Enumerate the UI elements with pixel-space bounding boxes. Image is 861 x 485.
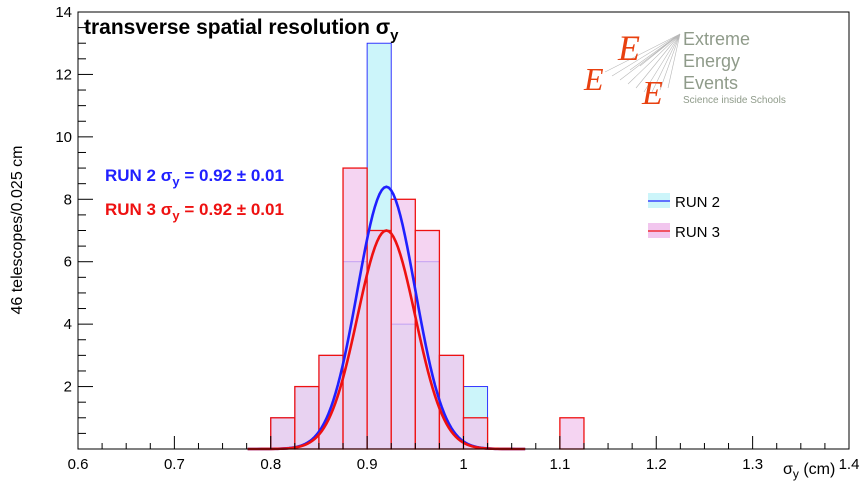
logo-rays bbox=[604, 33, 681, 93]
y-tick-label: 12 bbox=[55, 66, 72, 83]
legend: RUN 2 RUN 3 bbox=[648, 193, 720, 241]
x-tick-label: 1 bbox=[459, 456, 467, 473]
x-tick-label: 1.3 bbox=[742, 456, 763, 473]
logo-subtitle: Science inside Schools bbox=[683, 95, 786, 106]
eee-logo: E E E Extreme Energy Events Science insi… bbox=[583, 28, 786, 112]
bar-run3-2 bbox=[318, 354, 344, 450]
bar-run3-5 bbox=[390, 198, 416, 450]
bars-run3 bbox=[270, 167, 585, 450]
legend-label-run2: RUN 2 bbox=[675, 194, 720, 211]
logo-e-top: E bbox=[617, 28, 640, 68]
logo-word-events: Events bbox=[683, 73, 738, 93]
bar-run3-0 bbox=[270, 417, 296, 450]
logo-e-left: E bbox=[583, 61, 604, 97]
x-axis-ticks: 0.6 0.7 0.8 0.9 1 1.1 1.2 1.3 1.4 bbox=[68, 436, 860, 473]
legend-label-run3: RUN 3 bbox=[675, 224, 720, 241]
y-tick-label: 6 bbox=[64, 254, 72, 271]
run2-fit-label: RUN 2 σy = 0.92 ± 0.01 bbox=[105, 166, 284, 189]
chart-title: transverse spatial resolution σy bbox=[84, 16, 399, 44]
x-tick-label: 0.8 bbox=[260, 456, 281, 473]
y-axis-title: 46 telescopes/0.025 cm bbox=[9, 146, 26, 315]
fit-curves bbox=[247, 185, 526, 451]
fit-curve-run3 bbox=[247, 229, 526, 451]
bar-run3-4 bbox=[366, 229, 392, 450]
bar-run3-7 bbox=[438, 354, 465, 450]
logo-e-bottom: E bbox=[641, 75, 663, 112]
logo-word-energy: Energy bbox=[683, 51, 740, 71]
run3-fit-label: RUN 3 σy = 0.92 ± 0.01 bbox=[105, 200, 284, 223]
x-tick-label: 0.7 bbox=[164, 456, 185, 473]
y-tick-label: 10 bbox=[55, 129, 72, 146]
x-tick-label: 0.6 bbox=[68, 456, 89, 473]
y-tick-label: 2 bbox=[64, 379, 72, 396]
x-tick-label: 1.1 bbox=[549, 456, 570, 473]
bar-run3-6 bbox=[414, 229, 441, 450]
bar-run3-9 bbox=[559, 417, 585, 450]
x-tick-label: 0.9 bbox=[357, 456, 378, 473]
y-tick-label: 14 bbox=[55, 4, 72, 21]
y-axis-ticks: 2 4 6 8 10 12 14 bbox=[55, 4, 93, 450]
logo-word-extreme: Extreme bbox=[683, 29, 750, 49]
y-tick-label: 8 bbox=[64, 191, 72, 208]
y-tick-label: 4 bbox=[64, 316, 72, 333]
x-axis-title: σy (cm) bbox=[783, 461, 835, 481]
x-tick-label: 1.4 bbox=[839, 456, 860, 473]
x-tick-label: 1.2 bbox=[646, 456, 667, 473]
